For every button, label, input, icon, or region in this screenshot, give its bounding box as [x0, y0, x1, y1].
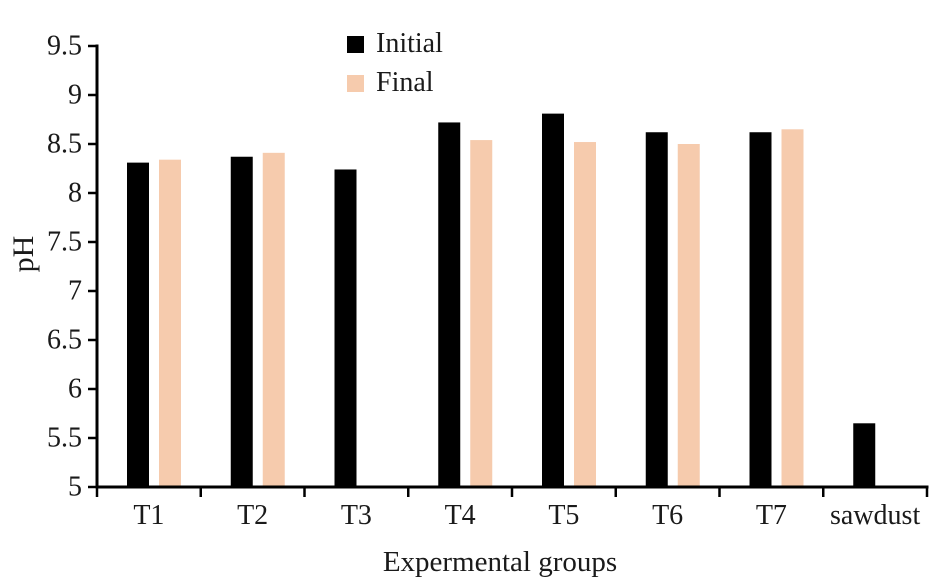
x-axis-title: Expermental groups	[382, 546, 618, 578]
bar-final-T2	[262, 152, 285, 487]
y-tick-label-7: 7	[68, 276, 82, 307]
bar-initial-T4	[438, 122, 461, 487]
bar-initial-T6	[645, 132, 668, 488]
legend-swatch-initial	[347, 35, 364, 53]
y-tick-label-8: 8	[68, 178, 82, 209]
legend: Initial Final	[347, 28, 443, 99]
bar-initial-sawdust	[853, 423, 876, 487]
bar-final-T1	[159, 159, 181, 487]
y-tick-label-5.5: 5.5	[47, 423, 82, 454]
x-category-label-T4: T4	[445, 500, 476, 531]
x-category-label-T3: T3	[341, 500, 372, 531]
x-category-label-T1: T1	[133, 500, 164, 531]
x-category-label-T7: T7	[756, 500, 787, 531]
x-category-label-sawdust: sawdust	[830, 500, 920, 531]
legend-item-final: Final	[347, 67, 443, 99]
legend-swatch-final	[347, 74, 364, 92]
y-axis-title: pH	[7, 235, 40, 273]
y-tick-label-6.5: 6.5	[47, 325, 82, 356]
bar-initial-T5	[542, 113, 564, 488]
y-tick-label-6: 6	[68, 374, 82, 405]
y-tick-label-9: 9	[68, 80, 82, 111]
bar-final-T4	[470, 140, 493, 487]
bar-initial-T1	[127, 162, 149, 487]
y-tick-label-5: 5	[68, 472, 82, 503]
legend-label-final: Final	[376, 67, 434, 98]
y-tick-label-9.5: 9.5	[47, 31, 82, 62]
x-category-label-T2: T2	[237, 500, 268, 531]
x-category-label-T5: T5	[548, 500, 579, 531]
bar-final-T5	[574, 142, 596, 488]
bar-initial-T3	[334, 169, 357, 488]
y-tick-label-8.5: 8.5	[47, 129, 82, 160]
legend-label-initial: Initial	[376, 28, 443, 59]
legend-item-initial: Initial	[347, 28, 443, 60]
bar-final-T6	[677, 144, 700, 487]
y-tick-label-7.5: 7.5	[47, 227, 82, 258]
bar-initial-T7	[749, 132, 772, 488]
x-category-label-T6: T6	[652, 500, 683, 531]
bar-final-T7	[781, 129, 804, 488]
bar-initial-T2	[230, 156, 253, 488]
